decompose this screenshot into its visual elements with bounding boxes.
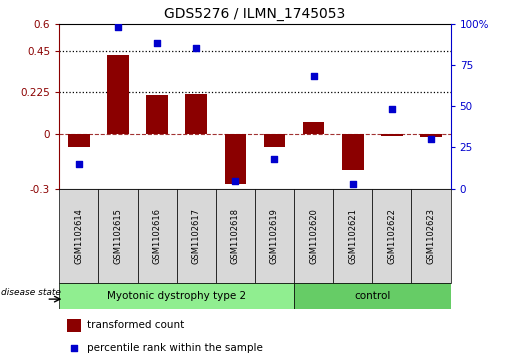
Bar (264, 134, 285, 147)
Bar (420, 134, 442, 137)
Bar (107, 55, 129, 134)
Bar (303, 122, 324, 134)
Point (270, 156, 279, 162)
Bar (138, 189, 177, 283)
Text: Myotonic dystrophy type 2: Myotonic dystrophy type 2 (107, 291, 246, 301)
Text: disease state: disease state (1, 288, 61, 297)
Bar (294, 283, 451, 309)
Text: GSM1102617: GSM1102617 (192, 208, 201, 264)
Point (231, 178, 239, 183)
Bar (177, 189, 216, 283)
Bar (98, 189, 138, 283)
Text: control: control (354, 291, 390, 301)
Bar (146, 95, 168, 134)
Text: GSM1102619: GSM1102619 (270, 208, 279, 264)
Point (349, 181, 357, 187)
Bar (294, 189, 333, 283)
Text: GSM1102615: GSM1102615 (113, 208, 123, 264)
Bar (411, 189, 451, 283)
Text: GSM1102622: GSM1102622 (387, 208, 397, 264)
Text: GSM1102616: GSM1102616 (152, 208, 162, 264)
Bar (59, 189, 98, 283)
Point (153, 41, 161, 46)
Bar (381, 134, 403, 136)
Bar (342, 134, 364, 170)
Text: GSM1102614: GSM1102614 (74, 208, 83, 264)
Bar (216, 189, 255, 283)
Point (388, 107, 396, 113)
Text: GSM1102620: GSM1102620 (309, 208, 318, 264)
Bar (67, 319, 81, 332)
Text: GSM1102618: GSM1102618 (231, 208, 240, 264)
Title: GDS5276 / ILMN_1745053: GDS5276 / ILMN_1745053 (164, 7, 346, 21)
Text: GSM1102623: GSM1102623 (426, 208, 436, 264)
Bar (333, 189, 372, 283)
Point (427, 136, 435, 142)
Point (310, 74, 318, 79)
Bar (68, 134, 90, 147)
Point (70, 345, 78, 351)
Point (192, 45, 200, 51)
Text: GSM1102621: GSM1102621 (348, 208, 357, 264)
Point (75, 161, 83, 167)
Bar (372, 189, 411, 283)
Bar (185, 94, 207, 134)
Bar (255, 189, 294, 283)
Point (114, 24, 122, 30)
Bar (225, 134, 246, 184)
Text: percentile rank within the sample: percentile rank within the sample (87, 343, 263, 352)
Text: transformed count: transformed count (87, 321, 184, 330)
Bar (59, 283, 294, 309)
